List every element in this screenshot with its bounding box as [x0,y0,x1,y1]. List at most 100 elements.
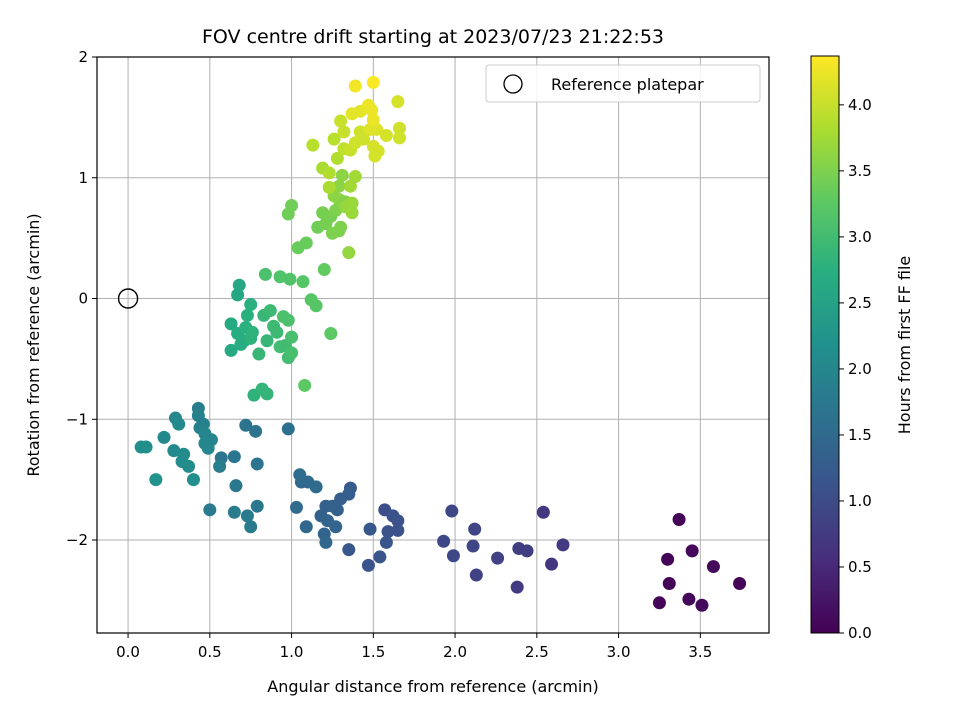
data-point [201,441,215,455]
data-point [319,535,333,549]
data-point [391,514,405,528]
data-point [250,457,264,471]
data-point [469,568,483,582]
data-point [167,444,181,458]
data-point [365,103,379,117]
data-point [252,347,266,361]
data-point [510,580,524,594]
colorbar-tick-label: 2.5 [848,294,872,312]
y-tick-label: −2 [66,531,88,549]
data-point [327,132,341,146]
data-point [224,343,238,357]
colorbar-tick-label: 1.5 [848,426,872,444]
data-point [512,541,526,555]
y-tick-label: 1 [78,169,88,187]
data-point [281,422,295,436]
colorbar-gradient [810,55,840,634]
data-point [249,424,263,438]
data-point [446,549,460,563]
data-point [309,299,323,313]
legend-marker [503,74,523,94]
data-point [363,522,377,536]
x-tick-label: 1.0 [280,643,304,661]
y-tick-label: 2 [78,48,88,66]
data-point [319,499,333,513]
data-point [337,125,351,139]
colorbar-label: Hours from first FF file [895,256,914,435]
data-point [244,520,258,534]
data-point [322,180,336,194]
data-point [334,114,348,128]
data-point [283,272,297,286]
colorbar: 0.0 0.5 1.0 1.5 2.0 2.5 3.0 3.5 4.0 Hours from f… [810,55,914,642]
data-point [244,331,258,345]
legend-box [485,64,761,103]
data-point [240,509,254,523]
data-point [306,138,320,152]
data-point [373,550,387,564]
data-point [139,440,153,454]
data-point [466,539,480,553]
data-point [335,168,349,182]
data-point [324,327,338,341]
data-point [258,267,272,281]
data-point [437,534,451,548]
data-point [239,418,253,432]
data-point [342,543,356,557]
data-point [391,95,405,109]
data-point [685,544,699,558]
data-point [381,525,395,539]
data-point [299,520,313,534]
grid [97,56,769,633]
data-point [285,199,299,213]
colorbar-tick-label: 3.0 [848,228,872,246]
colorbar-tick-label: 0.0 [848,624,872,642]
legend-label: Reference platepar [551,75,704,94]
data-point [329,520,343,534]
data-point [224,317,238,331]
x-axis-ticks: 0.0 0.5 1.0 1.5 2.0 2.5 3.0 3.5 [116,633,712,661]
data-point [733,576,747,590]
y-tick-label: 0 [78,290,88,308]
reference-layer [117,288,139,309]
data-point [371,144,385,158]
data-point [227,505,241,519]
data-point [182,459,196,473]
data-point [556,538,570,552]
y-axis-ticks: −2 −1 0 1 2 [66,48,97,549]
data-point [379,128,393,142]
data-point [273,270,287,284]
x-tick-label: 3.0 [607,643,631,661]
data-point [545,557,559,571]
data-point [293,468,307,482]
plot-frame [96,56,770,634]
data-point [357,132,371,146]
data-point [232,278,246,292]
data-point [260,334,274,348]
legend: Reference platepar [485,64,761,103]
x-tick-label: 2.5 [525,643,549,661]
x-axis-label: Angular distance from reference (arcmin) [267,677,598,696]
data-point [366,75,380,89]
data-point [285,330,299,344]
data-point [468,522,482,536]
data-point [366,113,380,127]
x-tick-label: 2.0 [443,643,467,661]
data-point [260,387,274,401]
data-point [536,505,550,519]
data-point [329,203,343,217]
data-point [157,430,171,444]
data-point [343,179,357,193]
colorbar-ticks: 0.0 0.5 1.0 1.5 2.0 2.5 3.0 3.5 4.0 [839,96,872,642]
data-point [231,288,245,302]
data-point [345,206,359,220]
data-point [330,151,344,165]
data-point [263,304,277,318]
data-point [345,196,359,210]
data-point [348,170,362,184]
data-point [695,598,709,612]
data-point [289,500,303,514]
reference-point [117,288,139,309]
data-point [309,480,323,494]
x-tick-label: 1.5 [361,643,385,661]
